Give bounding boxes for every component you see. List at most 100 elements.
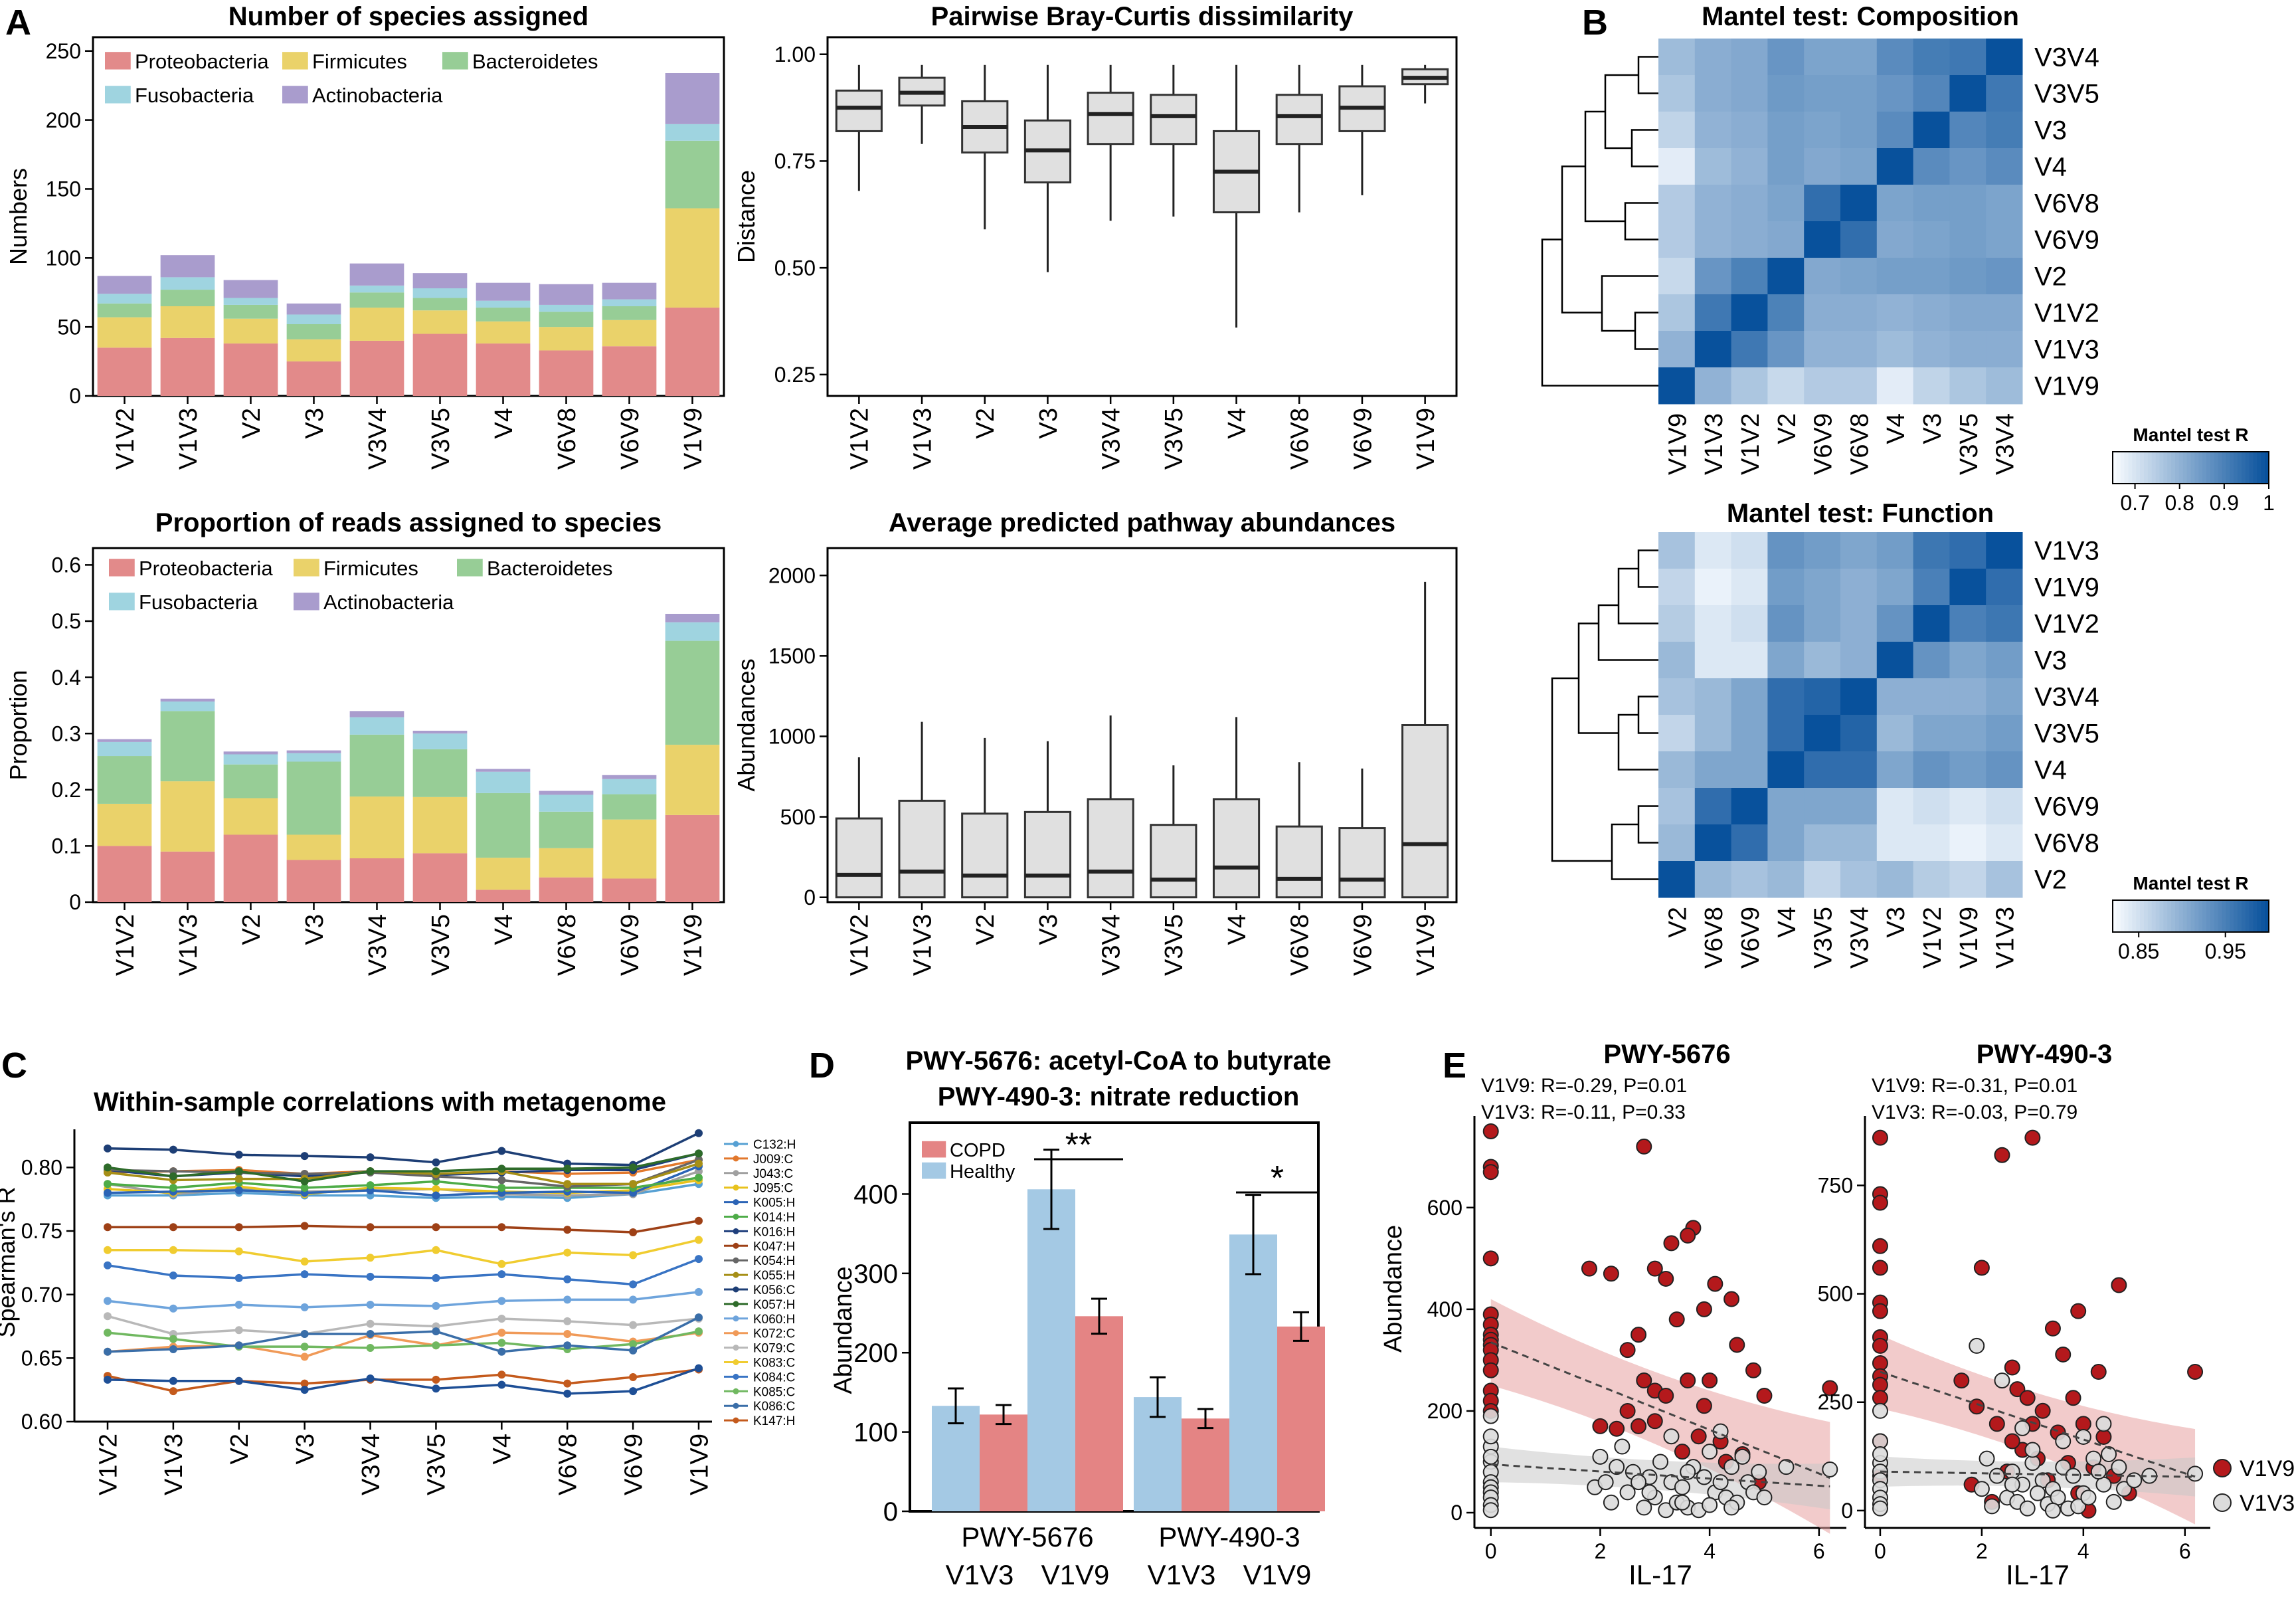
heatmap-row-label: V6V9 xyxy=(2034,793,2099,822)
colorbar-step xyxy=(2147,900,2153,932)
colorbar-step xyxy=(2140,900,2145,932)
colorbar-step xyxy=(2218,452,2223,484)
series-point xyxy=(300,1330,309,1338)
colorbar-step xyxy=(2249,452,2254,484)
bar-segment-actinobacteria xyxy=(223,751,278,755)
scatter-point-v1v3 xyxy=(1674,1479,1690,1495)
series-point xyxy=(300,1184,309,1192)
panel-letter-c: C xyxy=(1,1046,27,1085)
heatmap-cell xyxy=(1694,861,1732,898)
heatmap-col-label: V1V9 xyxy=(1955,907,1983,969)
legend-label: K084:C xyxy=(753,1370,795,1384)
series-point xyxy=(563,1379,572,1388)
heatmap-cell xyxy=(1876,642,1914,679)
colorbar-step xyxy=(2210,452,2215,484)
series-point xyxy=(300,1386,309,1394)
series-point xyxy=(104,1246,112,1254)
y-ytick-label: 0.6 xyxy=(52,553,81,577)
heatmap-cell xyxy=(1658,751,1696,789)
scatter-point-v1v3 xyxy=(1609,1459,1625,1475)
heatmap-cell xyxy=(1694,75,1732,112)
scatter-point-v1v9 xyxy=(1702,1372,1718,1389)
heatmap-cell xyxy=(1731,642,1768,679)
legend-swatch xyxy=(922,1141,946,1158)
heatmap-cell xyxy=(1876,294,1914,331)
scatter-point-v1v3 xyxy=(2095,1416,2112,1432)
series-point xyxy=(563,1389,572,1398)
x-xtick-label: V3 xyxy=(301,914,329,945)
y-ytick-label: 150 xyxy=(46,177,81,201)
heatmap-cell xyxy=(1731,258,1768,295)
heatmap-cell xyxy=(1986,678,2023,715)
bar-segment-proteobacteria xyxy=(160,337,215,396)
box-iqr xyxy=(1087,798,1134,899)
colorbar-step xyxy=(2206,900,2211,932)
heatmap-cell xyxy=(1694,367,1732,405)
colorbar-step xyxy=(2182,900,2188,932)
scatter-point-v1v9 xyxy=(1482,1250,1499,1267)
series-point xyxy=(169,1184,177,1192)
chart-title: PWY-490-3 xyxy=(1977,1040,2113,1069)
bar-healthy xyxy=(1027,1189,1075,1511)
colorbar-step xyxy=(2124,900,2129,932)
heatmap-cell xyxy=(1840,148,1878,185)
bar-segment-fusobacteria xyxy=(160,277,215,290)
heatmap-cell xyxy=(1767,605,1805,642)
bar-segment-bacteroidetes xyxy=(602,306,657,320)
scatter-point-v1v3 xyxy=(1734,1448,1751,1465)
legend-point-v1v9 xyxy=(2213,1459,2232,1477)
y-tick-label: 0 xyxy=(1451,1501,1462,1525)
legend-label: J043:C xyxy=(753,1167,793,1181)
bar-segment-fusobacteria xyxy=(223,298,278,305)
scatter-point-v1v9 xyxy=(1872,1194,1888,1211)
colorbar-step xyxy=(2198,900,2203,932)
heatmap-cell xyxy=(1767,678,1805,715)
bar-segment-firmicutes xyxy=(602,320,657,347)
heatmap-cell xyxy=(1840,185,1878,222)
series-point xyxy=(169,1271,177,1279)
series-point xyxy=(366,1153,375,1162)
x-xtick-label: V1V9 xyxy=(1412,914,1440,976)
heatmap-cell xyxy=(1804,715,1841,752)
series-point xyxy=(169,1145,177,1154)
bar-copd xyxy=(980,1414,1027,1511)
series-point xyxy=(300,1343,309,1351)
legend-label: Actinobacteria xyxy=(323,591,454,614)
scatter-point-v1v3 xyxy=(1680,1463,1696,1480)
scatter-point-v1v9 xyxy=(1872,1337,1888,1354)
chart-title-line2: PWY-490-3: nitrate reduction xyxy=(938,1082,1300,1111)
bar-segment-actinobacteria xyxy=(160,255,215,278)
dendrogram-branch xyxy=(1617,713,1658,771)
heatmap-cell xyxy=(1804,642,1841,679)
colorbar-tick-label: 0.85 xyxy=(2118,939,2159,963)
series-point xyxy=(432,1375,440,1384)
heatmap-col-label: V3 xyxy=(1919,413,1947,444)
legend-point xyxy=(733,1301,739,1307)
box-iqr xyxy=(1023,810,1072,899)
series-point xyxy=(695,1287,703,1296)
series-point xyxy=(563,1330,572,1338)
bar-segment-fusobacteria xyxy=(476,771,531,793)
stats-line: V1V3: R=-0.11, P=0.33 xyxy=(1481,1101,1686,1123)
heatmap-cell xyxy=(1986,788,2023,825)
series-point xyxy=(366,1344,375,1353)
heatmap-cell xyxy=(1949,185,1987,222)
colorbar-step xyxy=(2261,452,2265,484)
heatmap-row-label: V3V4 xyxy=(2034,683,2099,712)
legend-point xyxy=(733,1257,739,1264)
heatmap-row-label: V6V8 xyxy=(2034,829,2099,858)
bar-segment-actinobacteria xyxy=(412,273,468,288)
scatter-point-v1v9 xyxy=(1872,1129,1888,1146)
legend-point xyxy=(733,1214,739,1220)
panel-a3-read-proportion: Proportion of reads assigned to species 0… xyxy=(5,508,725,976)
scatter-point-v1v3 xyxy=(2030,1485,2046,1501)
bar-segment-actinobacteria xyxy=(602,282,657,300)
panel-letter-b: B xyxy=(1582,3,1608,43)
dendrogram-branch xyxy=(1604,74,1638,149)
scatter-point-v1v9 xyxy=(1619,1342,1636,1359)
heatmap-cell xyxy=(1731,367,1768,405)
legend-point xyxy=(733,1155,739,1162)
heatmap-col-label: V3V5 xyxy=(1810,907,1838,969)
legend-label: K016:H xyxy=(753,1225,795,1239)
